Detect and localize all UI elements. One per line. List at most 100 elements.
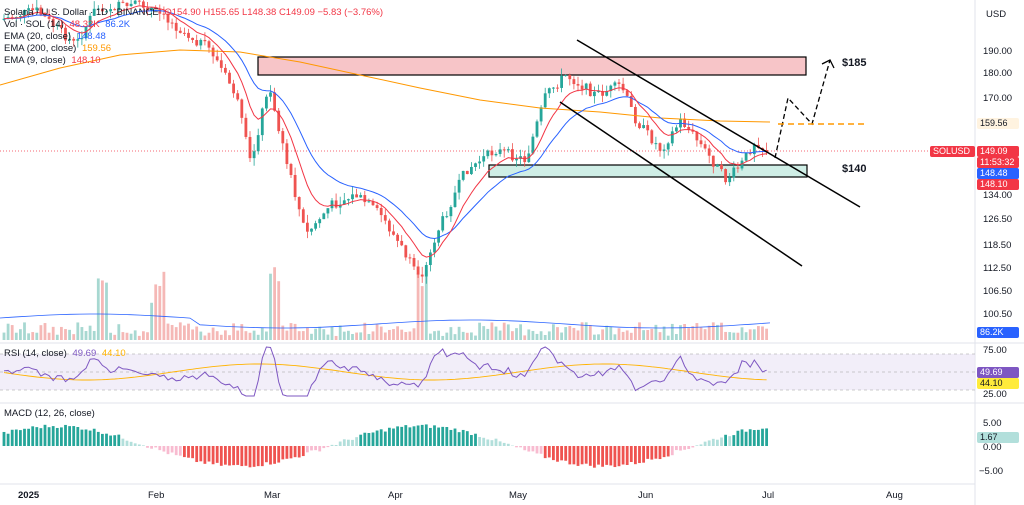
candle-body (584, 83, 588, 90)
candle-body (174, 22, 178, 31)
macd-bar (584, 446, 588, 464)
candle-body (625, 90, 629, 96)
candle-body (695, 131, 699, 141)
volume-bar (568, 326, 572, 340)
volume-bar (605, 325, 609, 340)
volume-bar (232, 323, 235, 340)
macd-pane[interactable] (2, 424, 768, 468)
candle-body (137, 0, 141, 2)
volume-bar (342, 331, 346, 340)
volume-bar (35, 332, 39, 340)
macd-bar (675, 446, 678, 451)
volume-bar (285, 330, 289, 340)
macd-bar (342, 439, 346, 446)
legend-rsi-row[interactable]: RSI (14, close) 49.69 44.10 (4, 348, 126, 360)
volume-bar (23, 322, 26, 340)
macd-bar (375, 430, 379, 446)
legend-macd-row[interactable]: MACD (12, 26, close) (4, 408, 95, 420)
volume-bar (433, 331, 436, 340)
macd-bar (379, 429, 383, 446)
macd-bar (117, 434, 121, 446)
candle-body (478, 161, 481, 164)
candle-body (183, 32, 186, 34)
volume-bar (96, 278, 100, 340)
legend-ema9-row[interactable]: EMA (9, close) 148.10 (4, 55, 100, 67)
channel-lower-line[interactable] (559, 101, 803, 267)
volume-bar (724, 331, 727, 340)
legend-ema200-row[interactable]: EMA (200, close) 159.56 (4, 43, 111, 55)
macd-bar (609, 446, 613, 466)
ema200-label: EMA (200, close) (4, 43, 77, 54)
volume-bar (347, 330, 350, 340)
candle-body (379, 207, 383, 216)
volume-bar (474, 335, 477, 340)
macd-tick-0: 0.00 (983, 442, 1002, 453)
macd-bar (31, 426, 35, 446)
volume-bar (580, 322, 584, 340)
macd-bar (424, 424, 428, 446)
support-zone[interactable] (488, 164, 808, 178)
volume-bar (109, 332, 112, 340)
macd-bar (133, 443, 137, 446)
volume-bar (117, 324, 121, 340)
macd-bar (43, 424, 47, 446)
candle-body (736, 167, 740, 169)
macd-bar (519, 446, 522, 448)
candle-body (219, 60, 223, 68)
time-label-feb: Feb (148, 490, 164, 501)
macd-bar (597, 446, 600, 465)
volume-bar (318, 326, 322, 340)
volume-bar (638, 322, 641, 340)
volume-label: Vol · SOL (14) (4, 19, 64, 30)
rsi-badge: 49.69 (977, 367, 1019, 378)
candle-body (687, 126, 691, 130)
price-axis[interactable]: USD 190.00 180.00 170.00 134.00 126.50 1… (979, 9, 1012, 477)
volume-bar (133, 330, 137, 340)
macd-bar (51, 426, 55, 446)
candle-body (142, 1, 145, 8)
macd-bar (711, 438, 715, 446)
projection-path[interactable] (774, 59, 831, 159)
symbol-title[interactable]: Solana / U.S. Dollar · 1D · BINANCE (4, 7, 159, 18)
price-tick-112: 112.50 (983, 263, 1011, 274)
candle-body (547, 88, 551, 94)
macd-bar (404, 425, 408, 446)
channel-upper-line[interactable] (576, 39, 861, 208)
rsi-pane[interactable] (0, 346, 975, 397)
volume-bar (19, 329, 22, 340)
candle-body (744, 152, 748, 161)
time-axis[interactable]: 2025 Feb Mar Apr May Jun Jul Aug (18, 490, 903, 501)
candle-body (314, 223, 317, 229)
volume-ma-line (0, 313, 771, 329)
macd-bar (396, 426, 399, 446)
macd-bar (679, 446, 682, 451)
macd-bar (244, 446, 248, 466)
legend-ema20-row[interactable]: EMA (20, close) 148.48 (4, 31, 106, 43)
candle-body (170, 22, 174, 24)
macd-bar (88, 430, 92, 446)
volume-bar (511, 331, 514, 340)
volume-bar (150, 302, 153, 340)
volume-bar (757, 326, 760, 340)
macd-bar (695, 445, 699, 446)
macd-bar (35, 427, 39, 446)
candle-body (240, 99, 244, 118)
candle-body (72, 38, 76, 41)
volume-bar (244, 331, 248, 340)
volume-bar (597, 334, 600, 340)
price-pane[interactable]: $185 $140 (0, 0, 975, 340)
macd-bar (371, 432, 375, 446)
candle-body (654, 143, 658, 145)
volume-bar (679, 325, 682, 340)
volume-bar (441, 335, 445, 340)
volume-bar (240, 324, 244, 340)
volume-badge: 86.2K (977, 327, 1019, 338)
volume-bar (502, 322, 506, 340)
candle-body (215, 56, 219, 61)
macd-bar (105, 433, 108, 446)
volume-bar (732, 332, 736, 340)
resistance-zone[interactable] (257, 56, 807, 76)
legend-volume-row[interactable]: Vol · SOL (14) 48.32K 86.2K (4, 19, 130, 31)
volume-bar (64, 329, 67, 340)
